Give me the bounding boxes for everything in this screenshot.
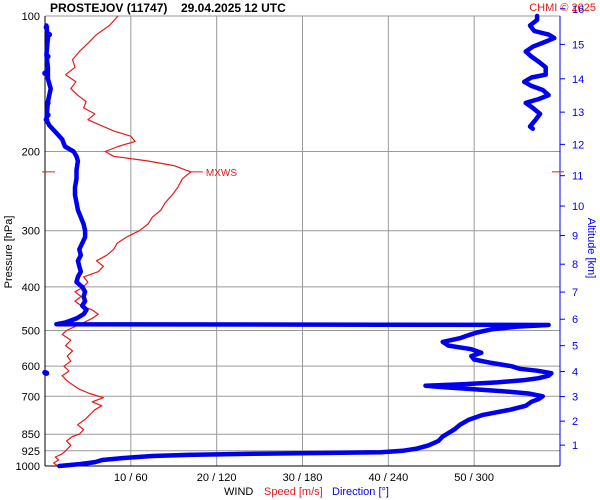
direction-point-1: [43, 24, 50, 31]
direction-point-5: [45, 100, 51, 106]
altitude-tick-11: 11: [572, 171, 583, 183]
x-caption-direction: Direction [°]: [332, 486, 389, 498]
direction-point-6: [45, 112, 51, 118]
chart-subtitle: 29.04.2025 12 UTC: [181, 1, 286, 15]
grid-layer: [45, 15, 560, 467]
speed-line: [52, 15, 192, 467]
pressure-tick-400: 400: [22, 282, 40, 294]
altitude-tick-16: 16: [572, 4, 584, 16]
pressure-tick-700: 700: [22, 391, 40, 403]
direction-line: [44, 23, 554, 469]
axis-layer: [44, 16, 561, 467]
pressure-tick-100: 100: [22, 11, 40, 23]
altitude-tick-6: 6: [572, 314, 578, 326]
pressure-axis-label: Pressure [hPa]: [3, 216, 15, 289]
mxws-label: MXWS: [206, 168, 237, 179]
direction-point-9: [43, 370, 50, 377]
direction-point-2: [46, 31, 53, 38]
pressure-tick-200: 200: [22, 146, 40, 158]
altitude-tick-15: 15: [572, 39, 584, 51]
direction-line-upper: [521, 13, 557, 131]
x-caption-speed: Speed [m/s]: [264, 486, 323, 498]
wind-tick-4: 40 / 240: [368, 472, 408, 484]
pressure-tick-925: 925: [22, 446, 40, 458]
direction-point-7: [43, 116, 50, 123]
altitude-tick-8: 8: [572, 259, 578, 271]
wind-tick-3: 30 / 180: [283, 472, 323, 484]
altitude-tick-9: 9: [572, 231, 578, 243]
pressure-tick-850: 850: [22, 429, 40, 441]
altitude-tick-2: 2: [572, 416, 578, 428]
pressure-tick-300: 300: [22, 226, 40, 238]
altitude-tick-4: 4: [572, 366, 578, 378]
direction-point-3: [45, 53, 51, 60]
altitude-tick-3: 3: [572, 392, 578, 404]
label-layer: PROSTEJOV (11747) 29.04.2025 12 UTC CHMI…: [3, 1, 597, 498]
altitude-tick-12: 12: [572, 139, 584, 151]
altitude-tick-10: 10: [572, 201, 584, 213]
series-layer: [42, 13, 557, 469]
altitude-tick-7: 7: [572, 287, 578, 299]
direction-point-4: [42, 70, 48, 76]
pressure-tick-600: 600: [22, 361, 40, 373]
wind-tick-5: 50 / 300: [454, 472, 494, 484]
x-caption-wind: WIND: [224, 486, 253, 498]
wind-tick-1: 10 / 60: [114, 472, 148, 484]
chart-title: PROSTEJOV (11747): [50, 1, 167, 15]
altitude-tick-1: 1: [572, 440, 578, 452]
pressure-tick-1000: 1000: [16, 461, 40, 473]
pressure-tick-500: 500: [22, 326, 40, 338]
wind-tick-2: 20 / 120: [197, 472, 237, 484]
altitude-tick-14: 14: [572, 74, 584, 86]
altitude-axis-label: Altitude [km]: [585, 218, 597, 279]
altitude-tick-5: 5: [572, 341, 578, 353]
altitude-tick-13: 13: [572, 107, 584, 119]
credit-label: CHMI © 2025: [529, 2, 596, 14]
